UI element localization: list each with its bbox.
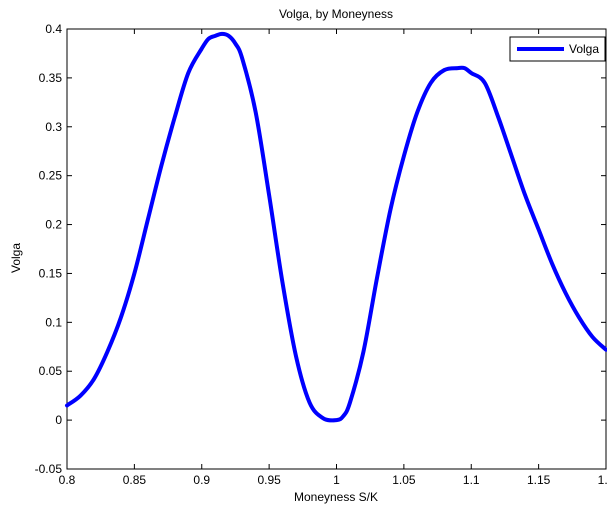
y-tick-label: 0.35 bbox=[39, 71, 63, 85]
x-tick-label: 1 bbox=[333, 473, 340, 487]
legend: Volga bbox=[509, 36, 606, 62]
y-tick-label: 0.15 bbox=[39, 266, 63, 280]
x-tick-label: 0.85 bbox=[123, 473, 147, 487]
x-tick-label: 1.1 bbox=[463, 473, 480, 487]
x-axis-label: Moneyness S/K bbox=[294, 490, 378, 504]
axes-box bbox=[66, 28, 607, 470]
y-tick-label: 0.4 bbox=[45, 22, 62, 36]
y-tick-label: 0.1 bbox=[45, 315, 62, 329]
y-tick-label: 0.3 bbox=[45, 120, 62, 134]
series-line-volga bbox=[65, 31, 607, 423]
x-tick-label: 1.15 bbox=[527, 473, 551, 487]
legend-label: Volga bbox=[569, 42, 599, 56]
y-tick-label: 0.05 bbox=[39, 364, 63, 378]
x-tick-label: 0.8 bbox=[59, 473, 76, 487]
y-tick-label: 0 bbox=[55, 413, 62, 427]
series-layer bbox=[65, 31, 607, 423]
x-tick-label: 0.9 bbox=[193, 473, 210, 487]
y-tick-label: 0.25 bbox=[39, 169, 63, 183]
y-ticks: -0.05 0 0.05 0.1 0.15 0.2 0.25 0.3 0.35 0.4 bbox=[35, 22, 606, 476]
plot-area bbox=[66, 28, 607, 470]
x-ticks: 0.8 0.85 0.9 0.95 1 1.05 1.1 1.15 1.2 bbox=[59, 29, 607, 487]
x-tick-label: 0.95 bbox=[257, 473, 281, 487]
y-tick-label: -0.05 bbox=[35, 462, 63, 476]
y-tick-label: 0.2 bbox=[45, 218, 62, 232]
chart-title: Volga, by Moneyness bbox=[279, 7, 393, 21]
y-axis-label: Volga bbox=[9, 243, 23, 273]
x-tick-label: 1.05 bbox=[392, 473, 416, 487]
x-tick-label: 1.2 bbox=[598, 473, 607, 487]
